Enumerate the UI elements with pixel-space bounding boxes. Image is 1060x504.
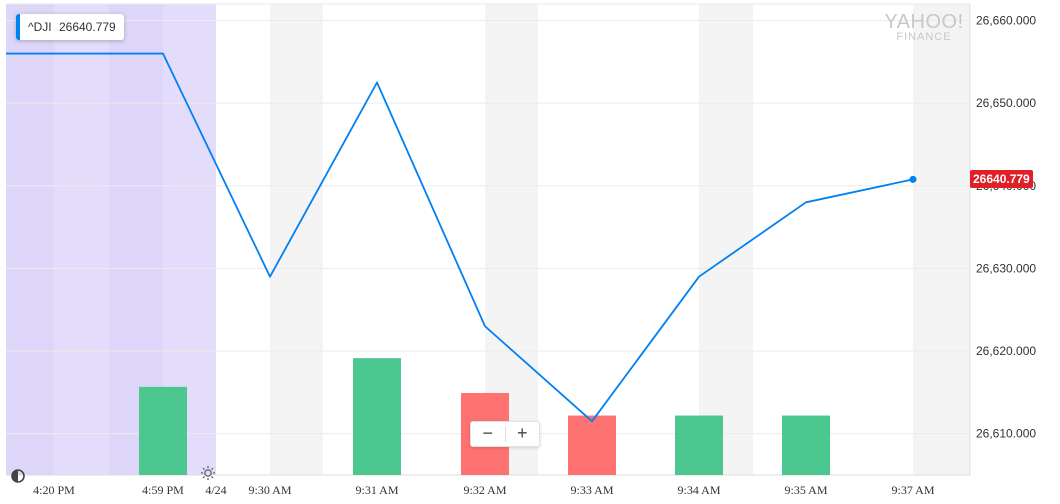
x-tick-label: 9:31 AM	[355, 483, 398, 497]
crescent-icon[interactable]	[11, 469, 25, 483]
volume-bar	[782, 415, 830, 475]
after-hours-stripe	[6, 4, 54, 475]
volume-bar	[353, 358, 401, 475]
legend: ^DJI 26640.779	[16, 14, 124, 40]
logo-line2: FINANCE	[896, 31, 952, 43]
zoom-control: − +	[470, 421, 540, 447]
column-stripe	[913, 4, 970, 475]
y-tick-label: 26,630.000	[976, 261, 1036, 275]
column-stripe	[699, 4, 753, 475]
x-tick-label: 9:35 AM	[784, 483, 827, 497]
logo-line1: YAHOO!	[884, 11, 964, 33]
y-tick-label: 26,610.000	[976, 427, 1036, 441]
column-stripe	[270, 4, 323, 475]
legend-swatch	[16, 14, 20, 40]
yahoo-finance-logo: YAHOO! FINANCE	[880, 12, 968, 43]
volume-bar	[139, 386, 187, 475]
legend-symbol: ^DJI	[28, 20, 52, 34]
sun-icon[interactable]	[201, 466, 215, 480]
x-tick-label: 9:34 AM	[677, 483, 720, 497]
last-price-point	[909, 175, 917, 183]
y-tick-label: 26,620.000	[976, 344, 1036, 358]
x-tick-label: 9:37 AM	[891, 483, 934, 497]
x-tick-label: 9:30 AM	[248, 483, 291, 497]
current-price-tag: 26640.779	[970, 170, 1033, 189]
legend-value: 26640.779	[58, 20, 116, 34]
volume-bar	[568, 415, 616, 475]
x-tick-label: 9:32 AM	[463, 483, 506, 497]
y-tick-label: 26,660.000	[976, 14, 1036, 28]
x-date-label: 4/24	[205, 483, 226, 497]
x-tick-label: 4:20 PM	[33, 483, 75, 497]
volume-bar	[675, 415, 723, 475]
zoom-out-button[interactable]: −	[482, 423, 493, 443]
zoom-divider	[504, 426, 506, 442]
price-line	[6, 52, 914, 423]
x-tick-label: 9:33 AM	[570, 483, 613, 497]
zoom-in-button[interactable]: +	[516, 423, 528, 443]
y-tick-label: 26,650.000	[976, 96, 1036, 110]
x-tick-label: 4:59 PM	[142, 483, 184, 497]
